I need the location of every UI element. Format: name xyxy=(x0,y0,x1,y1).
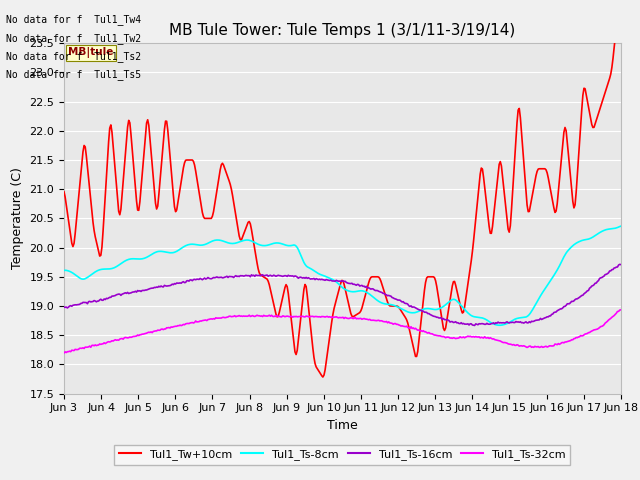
Text: No data for f  Tul1_Ts2: No data for f Tul1_Ts2 xyxy=(6,51,141,62)
Text: MB|tule: MB|tule xyxy=(68,48,113,59)
Text: No data for f  Tul1_Tw2: No data for f Tul1_Tw2 xyxy=(6,33,141,44)
Text: No data for f  Tul1_Tw4: No data for f Tul1_Tw4 xyxy=(6,14,141,25)
Legend: Tul1_Tw+10cm, Tul1_Ts-8cm, Tul1_Ts-16cm, Tul1_Ts-32cm: Tul1_Tw+10cm, Tul1_Ts-8cm, Tul1_Ts-16cm,… xyxy=(115,444,570,465)
Title: MB Tule Tower: Tule Temps 1 (3/1/11-3/19/14): MB Tule Tower: Tule Temps 1 (3/1/11-3/19… xyxy=(169,23,516,38)
Y-axis label: Temperature (C): Temperature (C) xyxy=(11,168,24,269)
X-axis label: Time: Time xyxy=(327,419,358,432)
Text: No data for f  Tul1_Ts5: No data for f Tul1_Ts5 xyxy=(6,69,141,80)
